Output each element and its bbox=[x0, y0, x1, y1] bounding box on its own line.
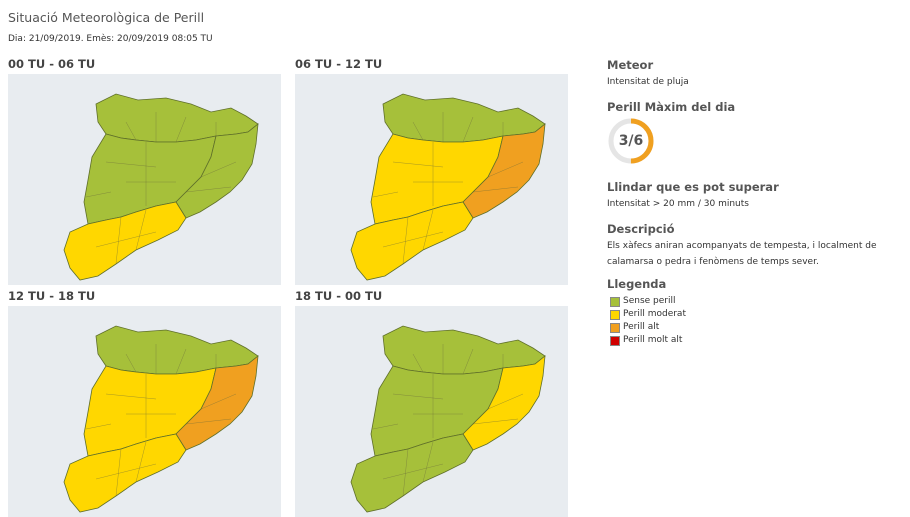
threshold-value: Intensitat > 20 mm / 30 minuts bbox=[607, 199, 749, 209]
region-east[interactable] bbox=[462, 123, 546, 219]
max-danger-heading: Perill Màxim del dia bbox=[607, 100, 736, 114]
catalonia-map bbox=[63, 325, 259, 513]
district-border bbox=[402, 216, 409, 265]
district-border bbox=[372, 423, 399, 430]
district-border bbox=[422, 441, 434, 483]
page-title: Situació Meteorològica de Perill bbox=[8, 10, 205, 25]
district-border bbox=[402, 448, 409, 497]
catalonia-map bbox=[350, 325, 546, 513]
region-east[interactable] bbox=[462, 355, 546, 451]
region-south[interactable] bbox=[350, 201, 474, 281]
district-border bbox=[85, 423, 112, 430]
gauge-arc bbox=[608, 118, 654, 164]
district-border bbox=[412, 353, 424, 373]
district-border bbox=[175, 116, 187, 143]
district-border bbox=[95, 231, 157, 248]
district-border bbox=[472, 186, 519, 193]
panel-label-12-18: 12 TU - 18 TU bbox=[8, 289, 96, 303]
district-border bbox=[392, 393, 444, 400]
district-border bbox=[472, 418, 519, 425]
district-border bbox=[125, 121, 137, 141]
description-text: Els xàfecs aniran acompanyats de tempest… bbox=[607, 241, 877, 267]
legend-swatch bbox=[610, 323, 620, 333]
legend-swatch bbox=[610, 336, 620, 346]
district-border bbox=[95, 463, 157, 480]
region-east[interactable] bbox=[175, 355, 259, 451]
district-border bbox=[462, 116, 474, 143]
district-border bbox=[175, 348, 187, 375]
legend-heading: Llegenda bbox=[607, 277, 667, 291]
catalonia-map bbox=[350, 93, 546, 281]
catalonia-map bbox=[63, 93, 259, 281]
district-border bbox=[487, 393, 524, 410]
district-border bbox=[135, 441, 147, 483]
map-panel-18-00[interactable] bbox=[295, 306, 568, 517]
district-border bbox=[382, 463, 444, 480]
district-border bbox=[115, 448, 122, 497]
region-east[interactable] bbox=[175, 123, 259, 219]
district-border bbox=[185, 186, 232, 193]
district-border bbox=[85, 191, 112, 198]
district-border bbox=[372, 191, 399, 198]
district-border bbox=[412, 121, 424, 141]
legend-swatch bbox=[610, 297, 620, 307]
map-panel-12-18[interactable] bbox=[8, 306, 281, 517]
district-border bbox=[125, 353, 137, 373]
meteor-heading: Meteor bbox=[607, 58, 654, 72]
district-border bbox=[185, 418, 232, 425]
district-border bbox=[200, 393, 237, 410]
panel-label-18-00: 18 TU - 00 TU bbox=[295, 289, 383, 303]
legend-swatch bbox=[610, 310, 620, 320]
region-south[interactable] bbox=[63, 433, 187, 513]
district-border bbox=[105, 161, 157, 168]
map-panel-06-12[interactable] bbox=[295, 74, 568, 285]
panel-label-06-12: 06 TU - 12 TU bbox=[295, 57, 383, 71]
region-south[interactable] bbox=[63, 201, 187, 281]
max-danger-value: 3/6 bbox=[618, 133, 644, 149]
district-border bbox=[487, 161, 524, 178]
district-border bbox=[462, 348, 474, 375]
district-border bbox=[382, 231, 444, 248]
max-danger-gauge bbox=[608, 118, 654, 164]
district-border bbox=[105, 393, 157, 400]
meteor-value: Intensitat de pluja bbox=[607, 77, 689, 87]
panel-label-00-06: 00 TU - 06 TU bbox=[8, 57, 96, 71]
district-border bbox=[422, 209, 434, 251]
district-border bbox=[200, 161, 237, 178]
district-border bbox=[115, 216, 122, 265]
district-border bbox=[392, 161, 444, 168]
region-south[interactable] bbox=[350, 433, 474, 513]
description-heading: Descripció bbox=[607, 222, 675, 236]
issue-date: Dia: 21/09/2019. Emès: 20/09/2019 08:05 … bbox=[8, 34, 213, 44]
threshold-heading: Llindar que es pot superar bbox=[607, 180, 779, 194]
district-border bbox=[135, 209, 147, 251]
map-panel-00-06[interactable] bbox=[8, 74, 281, 285]
